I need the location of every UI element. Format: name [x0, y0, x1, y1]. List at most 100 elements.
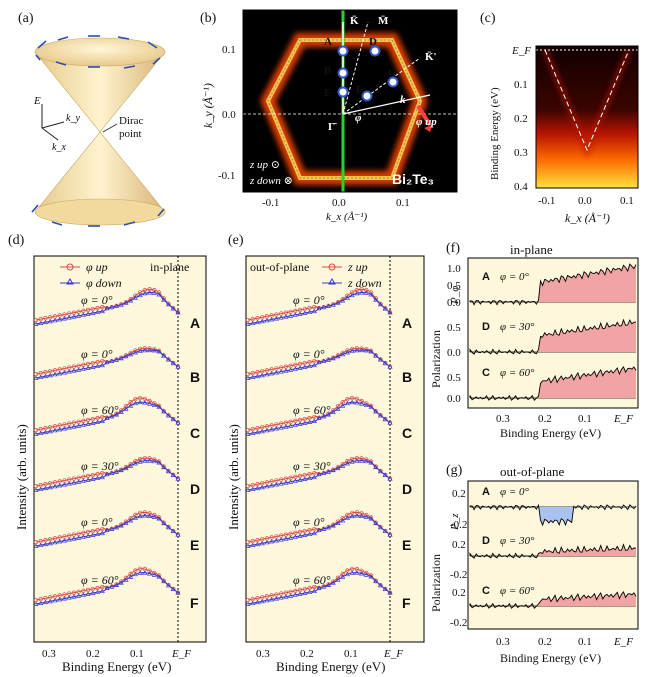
- d-marker-down: [113, 303, 120, 309]
- z-down-label: z down ⊗: [249, 175, 293, 187]
- e-marker-down: [283, 594, 289, 599]
- g-ytick-5: 0.2: [452, 587, 466, 599]
- e-marker-down: [354, 570, 360, 575]
- d-ylabel: Intensity (arb. units): [14, 424, 29, 530]
- e-marker-down: [349, 570, 355, 575]
- d-marker-down: [66, 537, 72, 542]
- e-marker-down: [292, 534, 298, 539]
- d-marker-down: [142, 458, 148, 463]
- e-marker-down: [292, 312, 298, 317]
- f-xtick-1: 0.3: [496, 413, 510, 425]
- d-marker-down: [99, 474, 105, 480]
- e-curve-d-down: [247, 460, 391, 491]
- g-curve-d: [469, 543, 637, 559]
- d-marker-down: [137, 513, 143, 519]
- point-f-label: F: [356, 84, 363, 96]
- point-f-marker: [361, 90, 373, 102]
- d-marker-down: [137, 570, 143, 575]
- d-marker-down: [132, 571, 139, 577]
- d-marker-down: [61, 482, 68, 487]
- d-marker-down: [128, 351, 134, 357]
- e-marker-up: [359, 398, 364, 404]
- d-marker-down: [94, 589, 101, 595]
- d-letter-f: F: [190, 595, 199, 611]
- f-angle-d: φ = 30°: [500, 321, 535, 333]
- e-marker-down: [354, 347, 360, 353]
- d-curve-a-down: [35, 292, 179, 325]
- g-angle-c: φ = 60°: [500, 585, 535, 597]
- d-marker-down: [161, 409, 167, 414]
- d-marker-down: [57, 597, 63, 602]
- e-marker-down: [387, 310, 393, 315]
- e-marker-down: [335, 577, 341, 582]
- d-marker-down: [170, 416, 176, 422]
- e-marker-down: [316, 305, 322, 311]
- d-marker-down: [75, 593, 82, 598]
- d-marker-down: [42, 599, 49, 605]
- d-marker-down: [137, 292, 143, 298]
- e-marker-down: [259, 318, 265, 324]
- d-marker-down: [66, 315, 72, 320]
- e-marker-down: [373, 297, 379, 302]
- e-marker-down: [297, 365, 303, 370]
- d-marker-down: [128, 403, 134, 408]
- point-e-label: E: [324, 87, 331, 99]
- e-marker-down: [306, 419, 313, 425]
- e-marker-down: [330, 523, 336, 528]
- d-legend-up: φ up: [86, 260, 108, 274]
- f-title: in-plane: [510, 242, 553, 257]
- d-marker-down: [132, 400, 139, 406]
- c-ytick-ef: E_F: [511, 45, 531, 57]
- d-marker-down: [104, 527, 110, 533]
- b-ytick-3: -0.1: [218, 170, 235, 182]
- e-marker-down: [325, 303, 332, 309]
- e-xtick-3: 0.1: [344, 648, 358, 660]
- e-marker-down: [292, 422, 298, 427]
- d-marker-down: [33, 375, 39, 380]
- d-marker-down: [80, 478, 86, 483]
- d-marker-down: [175, 364, 181, 369]
- e-letter-f: F: [402, 595, 411, 611]
- e-marker-down: [340, 574, 346, 579]
- d-marker-down: [42, 485, 49, 491]
- d-marker-down: [57, 317, 63, 322]
- e-axis-label: E: [33, 95, 41, 107]
- d-marker-down: [165, 468, 172, 474]
- e-marker-down: [306, 475, 313, 481]
- d-marker-down: [165, 357, 172, 362]
- e-marker-down: [354, 290, 360, 296]
- e-marker-down: [377, 582, 384, 588]
- e-xlabel: Binding Energy (eV): [276, 659, 386, 674]
- e-marker-down: [368, 516, 374, 521]
- e-marker-down: [344, 400, 351, 406]
- d-marker-down: [128, 463, 134, 468]
- c-ytick-3: 0.3: [514, 147, 528, 159]
- d-marker-down: [165, 413, 172, 418]
- d-xtick-3: 0.1: [130, 648, 144, 660]
- d-marker-down: [156, 404, 162, 409]
- d-marker-down: [170, 306, 176, 311]
- d-marker-down: [170, 586, 176, 592]
- e-marker-down: [335, 353, 341, 359]
- d-marker-down: [52, 317, 58, 323]
- d-marker-down: [151, 348, 157, 353]
- e-legend-down: z down: [347, 276, 382, 290]
- g-fill-a: [536, 504, 636, 526]
- gamma-label: Γ̄: [328, 121, 337, 133]
- f-ytick-3: 0.0: [447, 297, 461, 309]
- d-marker-down: [94, 475, 101, 481]
- d-angle-d: φ = 30°: [81, 459, 119, 473]
- e-marker-down: [387, 420, 393, 425]
- d-curves: Aφ = 0° Bφ = 0° Cφ = 60° Dφ = 30° Eφ = 0° Fφ …: [33, 287, 200, 611]
- point-b-marker: [337, 67, 349, 79]
- d-marker-down: [128, 517, 134, 523]
- e-marker-down: [349, 348, 355, 353]
- d-marker-up: [166, 301, 171, 306]
- d-marker-up: [147, 398, 152, 404]
- d-marker-down: [137, 348, 143, 353]
- d-marker-down: [66, 481, 72, 486]
- e-marker-down: [377, 301, 384, 307]
- e-marker-down: [311, 362, 317, 368]
